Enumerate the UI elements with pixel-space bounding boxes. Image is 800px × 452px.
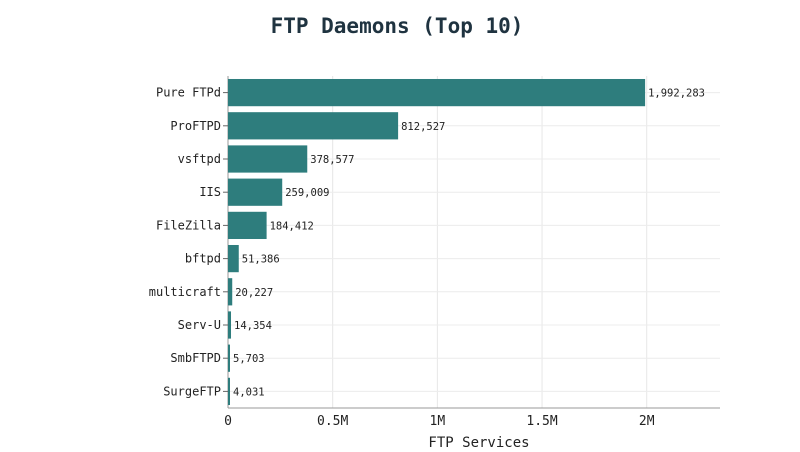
bar bbox=[228, 112, 399, 140]
data-label: 1,992,283 bbox=[648, 88, 705, 100]
bar bbox=[228, 211, 267, 240]
category-label: Pure FTPd bbox=[156, 86, 221, 100]
data-label: 812,527 bbox=[401, 121, 445, 133]
category-label: ProFTPD bbox=[170, 119, 221, 133]
data-label: 4,031 bbox=[233, 386, 265, 398]
x-tick-label: 0 bbox=[224, 414, 232, 429]
category-label: FileZilla bbox=[156, 218, 221, 232]
data-label: 5,703 bbox=[233, 353, 265, 365]
bar bbox=[228, 311, 232, 339]
bar bbox=[228, 278, 233, 306]
data-label: 20,227 bbox=[235, 287, 273, 299]
x-axis-title: FTP Services bbox=[428, 435, 529, 451]
data-label: 184,412 bbox=[270, 220, 314, 232]
chart-title: FTP Daemons (Top 10) bbox=[270, 14, 524, 38]
bar bbox=[228, 377, 230, 406]
bar bbox=[228, 244, 239, 273]
data-label: 259,009 bbox=[285, 187, 329, 199]
bar bbox=[228, 145, 308, 173]
bar bbox=[228, 78, 646, 107]
category-label: vsftpd bbox=[178, 152, 221, 166]
x-tick-label: 2M bbox=[639, 414, 655, 429]
x-tick-label: 1M bbox=[430, 414, 446, 429]
x-tick-label: 0.5M bbox=[317, 414, 348, 429]
category-label: SmbFTPD bbox=[170, 351, 221, 365]
x-tick-label: 1.5M bbox=[526, 414, 557, 429]
category-label: multicraft bbox=[149, 285, 221, 299]
data-label: 51,386 bbox=[242, 254, 280, 266]
bar bbox=[228, 178, 283, 206]
category-label: bftpd bbox=[185, 252, 221, 266]
category-label: Serv-U bbox=[178, 318, 221, 332]
category-label: SurgeFTP bbox=[163, 384, 221, 398]
data-label: 14,354 bbox=[234, 320, 272, 332]
bar bbox=[228, 344, 230, 372]
data-label: 378,577 bbox=[310, 154, 354, 166]
category-label: IIS bbox=[199, 185, 221, 199]
